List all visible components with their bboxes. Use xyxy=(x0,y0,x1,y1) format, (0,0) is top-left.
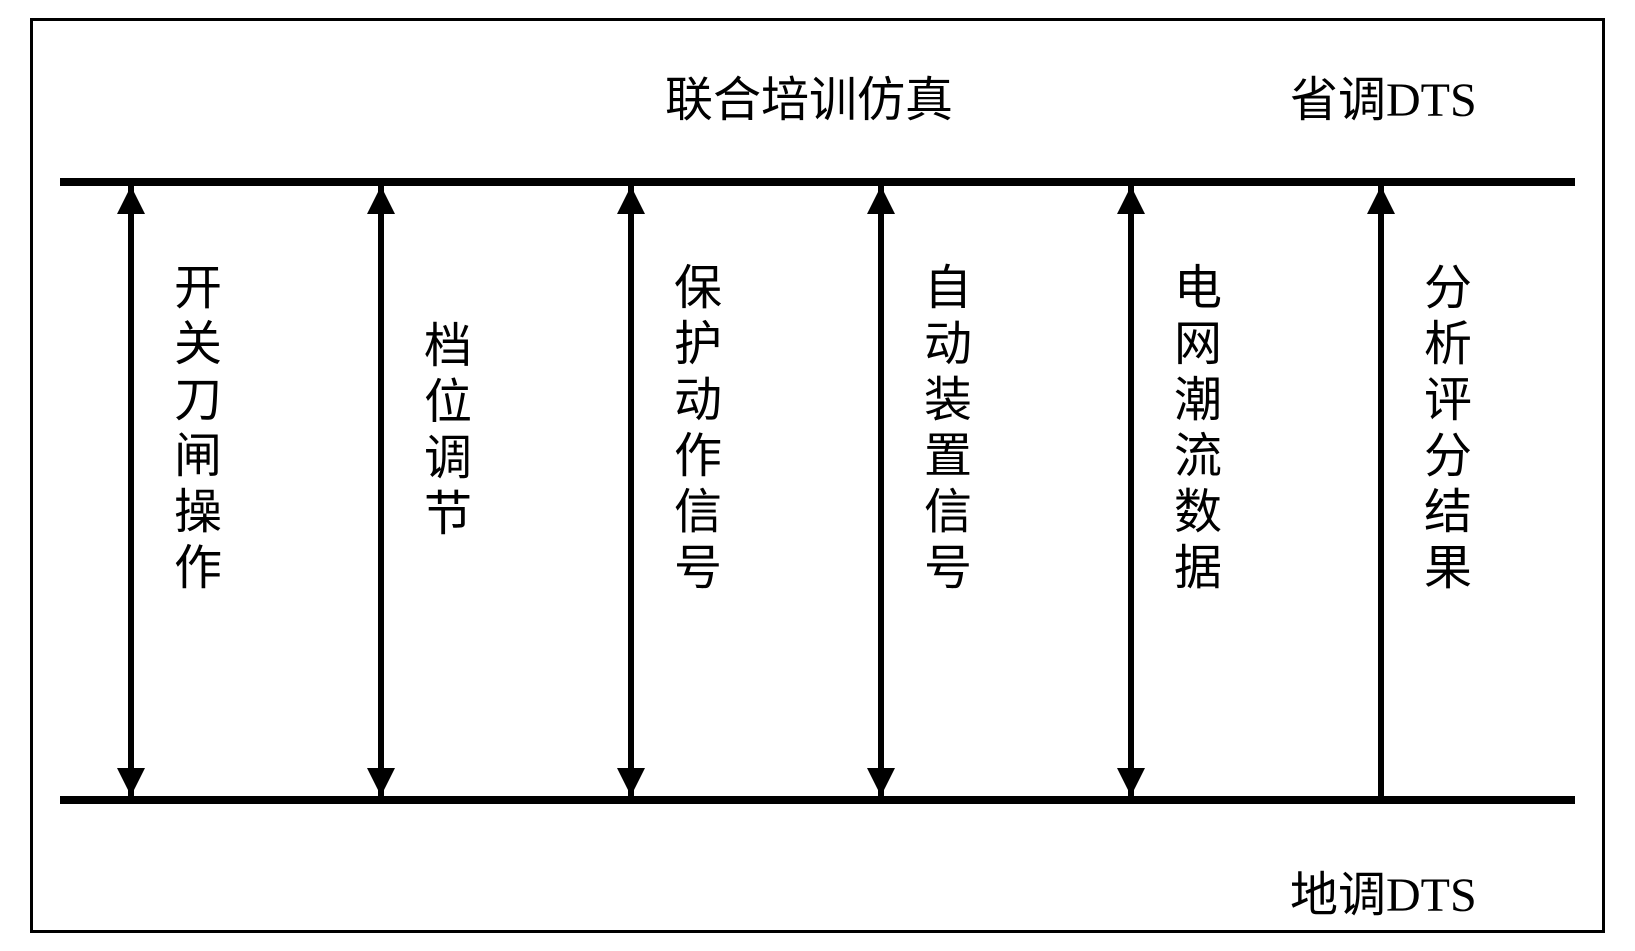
title-local-dts: 地调DTS xyxy=(1290,855,1477,925)
column-label: 电网潮流数据 xyxy=(1168,262,1216,598)
arrow-line xyxy=(378,186,384,796)
column-label: 开关刀闸操作 xyxy=(168,262,216,598)
arrowhead-down-icon xyxy=(1117,768,1145,796)
arrow-line xyxy=(128,186,134,796)
arrow-line xyxy=(1128,186,1134,796)
column-label: 档位调节 xyxy=(418,320,466,544)
arrowhead-up-icon xyxy=(617,186,645,214)
arrow-line xyxy=(628,186,634,796)
arrowhead-up-icon xyxy=(367,186,395,214)
arrowhead-up-icon xyxy=(1117,186,1145,214)
arrowhead-up-icon xyxy=(117,186,145,214)
title-provincial-dts: 省调DTS xyxy=(1290,60,1477,130)
arrowhead-down-icon xyxy=(367,768,395,796)
column-label: 保护动作信号 xyxy=(668,262,716,598)
arrowhead-up-icon xyxy=(1367,186,1395,214)
arrowhead-down-icon xyxy=(867,768,895,796)
arrow-line xyxy=(878,186,884,796)
column-label: 自动装置信号 xyxy=(918,262,966,598)
hline-top xyxy=(60,178,1575,186)
column-label: 分析评分结果 xyxy=(1418,262,1466,598)
arrow-line xyxy=(1378,186,1384,796)
arrowhead-down-icon xyxy=(617,768,645,796)
title-center: 联合培训仿真 xyxy=(665,60,953,130)
hline-bottom xyxy=(60,796,1575,804)
arrowhead-down-icon xyxy=(117,768,145,796)
arrowhead-up-icon xyxy=(867,186,895,214)
